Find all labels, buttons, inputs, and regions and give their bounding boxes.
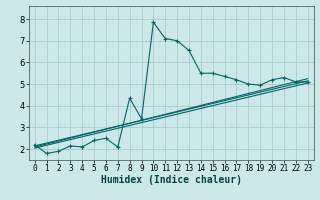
X-axis label: Humidex (Indice chaleur): Humidex (Indice chaleur) (101, 175, 242, 185)
